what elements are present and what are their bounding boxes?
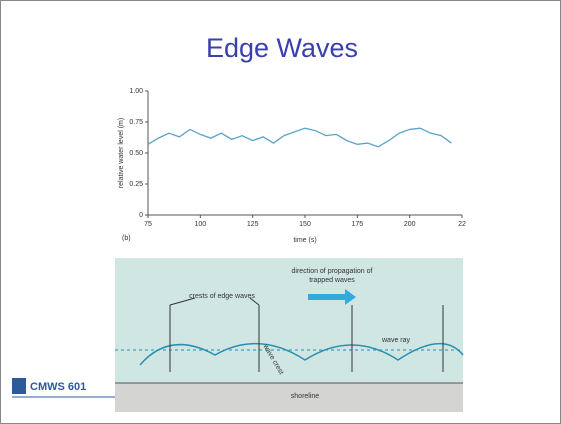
y-tick-label: 0.50 <box>129 150 143 157</box>
x-tick-label: 175 <box>351 221 363 228</box>
crests-label: crests of edge waves <box>189 293 255 300</box>
y-tick-label: 0.25 <box>129 181 143 188</box>
x-tick-label: 200 <box>404 221 416 228</box>
logo-icon <box>12 378 26 394</box>
direction-label: direction of propagation of <box>292 268 373 275</box>
shoreline-label: shoreline <box>291 393 320 400</box>
diagram: direction of propagation of trapped wave… <box>115 258 463 412</box>
y-tick-label: 1.00 <box>129 88 143 95</box>
x-tick-label: 125 <box>247 221 259 228</box>
x-tick-label: 150 <box>299 221 311 228</box>
panel-label: (b) <box>122 235 131 242</box>
sea <box>115 258 463 383</box>
direction-label: trapped waves <box>309 277 355 284</box>
wave-ray-label: wave ray <box>381 337 411 344</box>
x-tick-label: 22 <box>458 221 466 228</box>
y-tick-label: 0 <box>139 212 143 219</box>
slide-title: Edge Waves <box>206 33 358 63</box>
x-tick-label: 100 <box>194 221 206 228</box>
y-tick-label: 0.75 <box>129 119 143 126</box>
x-axis-label: time (s) <box>293 237 316 244</box>
logo-text: CMWS 601 <box>30 381 86 393</box>
slide: Edge Waves (b) time (s) relative water l… <box>0 0 561 424</box>
x-tick-label: 75 <box>144 221 152 228</box>
shore <box>115 383 463 412</box>
y-axis-label: relative water level (m) <box>118 118 125 188</box>
